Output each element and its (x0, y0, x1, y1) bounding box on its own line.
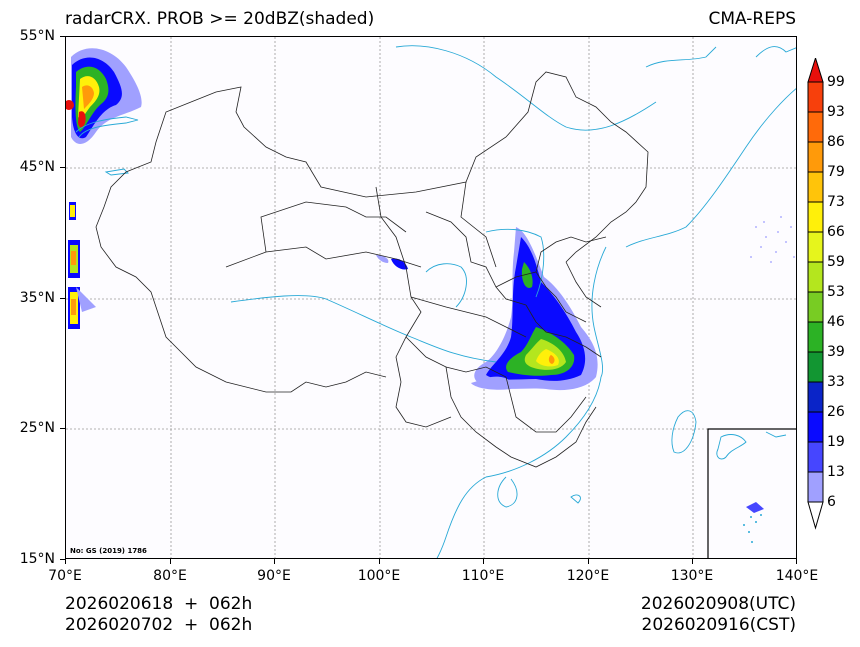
ytick-35n: 35°N (19, 290, 55, 306)
init-time-cst: 2026020702 + 062h (65, 615, 253, 635)
colorbar-label: 59 (827, 254, 845, 270)
precip-japan-sea (750, 216, 795, 263)
xtick-80e: 80°E (153, 568, 187, 584)
ytick-55n: 55°N (19, 28, 55, 44)
map-approval-number: No: GS (2019) 1786 (70, 547, 147, 555)
valid-time-cst: 2026020916(CST) (641, 615, 796, 635)
colorbar-label: 79 (827, 164, 845, 180)
gridlines (66, 37, 796, 558)
xtick-mark (483, 559, 484, 564)
colorbar-label: 6 (827, 494, 836, 510)
colorbar-label: 19 (827, 434, 845, 450)
colorbar-label: 13 (827, 464, 845, 480)
xtick-mark (274, 559, 275, 564)
precip-northwest (66, 48, 142, 329)
south-china-sea-inset (707, 428, 796, 558)
map-canvas (66, 37, 796, 558)
init-time-utc: 2026020618 + 062h (65, 594, 253, 614)
model-name: CMA-REPS (708, 9, 796, 29)
ytick-15n: 15°N (19, 551, 55, 567)
ytick-mark (60, 559, 65, 560)
xtick-mark (170, 559, 171, 564)
colorbar-label: 93 (827, 104, 845, 120)
xtick-90e: 90°E (257, 568, 291, 584)
xtick-140e: 140°E (775, 568, 819, 584)
ytick-mark (60, 36, 65, 37)
colorbar-label: 53 (827, 284, 845, 300)
xtick-mark (379, 559, 380, 564)
colorbar-label: 33 (827, 374, 845, 390)
colorbar-label: 39 (827, 344, 845, 360)
valid-time-utc: 2026020908(UTC) (640, 594, 796, 614)
xtick-mark (796, 559, 797, 564)
coastlines-rivers (75, 45, 796, 558)
colorbar-label: 26 (827, 404, 845, 420)
ytick-mark (60, 428, 65, 429)
ytick-45n: 45°N (19, 159, 55, 175)
precip-gansu (376, 255, 408, 270)
xtick-110e: 110°E (461, 568, 505, 584)
colorbar-label: 46 (827, 314, 845, 330)
map-panel: No: GS (2019) 1786 (65, 36, 797, 559)
colorbar-label: 99 (827, 74, 845, 90)
colorbar-label: 86 (827, 134, 845, 150)
xtick-mark (692, 559, 693, 564)
borders (95, 71, 649, 468)
xtick-130e: 130°E (670, 568, 714, 584)
ytick-25n: 25°N (19, 420, 55, 436)
xtick-70e: 70°E (48, 568, 82, 584)
xtick-120e: 120°E (566, 568, 610, 584)
colorbar-label: 73 (827, 194, 845, 210)
colorbar-label: 66 (827, 224, 845, 240)
ytick-mark (60, 298, 65, 299)
xtick-mark (65, 559, 66, 564)
colorbar-svg (807, 58, 824, 530)
chart-title: radarCRX. PROB >= 20dBZ(shaded) (65, 9, 375, 29)
xtick-100e: 100°E (357, 568, 401, 584)
xtick-mark (588, 559, 589, 564)
ytick-mark (60, 167, 65, 168)
precip-central-china (471, 227, 598, 391)
